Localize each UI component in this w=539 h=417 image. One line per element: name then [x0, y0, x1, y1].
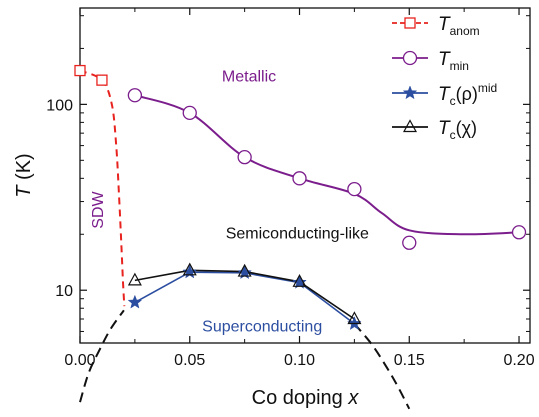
legend-subscript: c [450, 128, 456, 142]
legend-subscript: min [450, 59, 469, 73]
data-point-tmin [237, 149, 252, 165]
data-point-tmin [347, 181, 362, 197]
x-tick-label: 0.00 [64, 352, 95, 369]
x-tick-label: 0.20 [503, 352, 534, 369]
y-axis-title-var: T [13, 184, 35, 198]
legend-label-anom: Tanom [438, 14, 480, 38]
x-tick-label: 0.05 [174, 352, 205, 369]
x-axis-title-prefix: Co doping [252, 387, 349, 409]
minor-ticks [80, 8, 530, 343]
legend-var: T [438, 84, 451, 105]
data-point-tmin [182, 105, 197, 121]
legend-paren: (ρ) [456, 84, 478, 104]
data-point-tc_chi [182, 262, 197, 276]
legend-var: T [438, 14, 451, 35]
legend-marker-anom [404, 17, 416, 29]
data-point-tc_rho [127, 294, 143, 309]
x-tick-label: 0.10 [284, 352, 315, 369]
legend-marker-tmin [402, 50, 418, 66]
legend-paren: (χ) [456, 118, 477, 138]
legend-var: T [438, 49, 451, 70]
data-point-tc_rho [292, 274, 307, 289]
y-axis-title: T (K) [13, 153, 35, 197]
series-markers [74, 64, 527, 330]
legend-marker-tc_rho [402, 85, 418, 100]
data-point-anom [74, 64, 86, 77]
data-point-tmin [292, 171, 307, 186]
data-point-tmin [511, 225, 527, 240]
axis-titles: Co doping x T (K) [13, 153, 359, 409]
data-point-tc_chi [237, 263, 252, 277]
tick-labels: 0.00 0.05 0.10 0.15 0.20 10 100 [46, 97, 534, 369]
legend-subscript: anom [450, 24, 480, 38]
annotation-superconducting: Superconducting [202, 319, 322, 336]
y-axis-title-unit: (K) [13, 153, 35, 185]
data-point-tmin [402, 235, 417, 250]
major-ticks [79, 8, 530, 343]
sc-dome-left-dashed [79, 309, 125, 403]
legend-label-tc_rho: Tc(ρ)mid [438, 81, 497, 108]
legend-var: T [438, 118, 451, 139]
y-tick-label: 100 [46, 97, 73, 114]
annotation-semiconducting: Semiconducting-like [226, 225, 369, 242]
legend-marker-tc_chi [402, 119, 418, 133]
data-point-tc_chi [347, 311, 362, 325]
x-axis-title: Co doping x [252, 387, 360, 409]
sc-dome-right-dashed [353, 323, 411, 410]
x-axis-title-var: x [347, 387, 359, 409]
y-tick-label: 10 [55, 283, 73, 300]
data-point-anom [96, 74, 108, 86]
data-point-tc_chi [292, 274, 307, 287]
data-point-tmin [127, 88, 143, 103]
legend-label-tmin: Tmin [438, 49, 469, 73]
region-annotations: Metallic Semiconducting-like Superconducti… [90, 68, 369, 335]
legend-label-tc_chi: Tc(χ) [438, 118, 477, 142]
legend-subscript: c [450, 94, 456, 108]
legend-superscript: mid [478, 81, 497, 95]
annotation-sdw: SDW [90, 190, 107, 228]
x-tick-label: 0.15 [394, 352, 425, 369]
data-point-tc_chi [127, 272, 142, 286]
annotation-metallic: Metallic [222, 68, 276, 85]
